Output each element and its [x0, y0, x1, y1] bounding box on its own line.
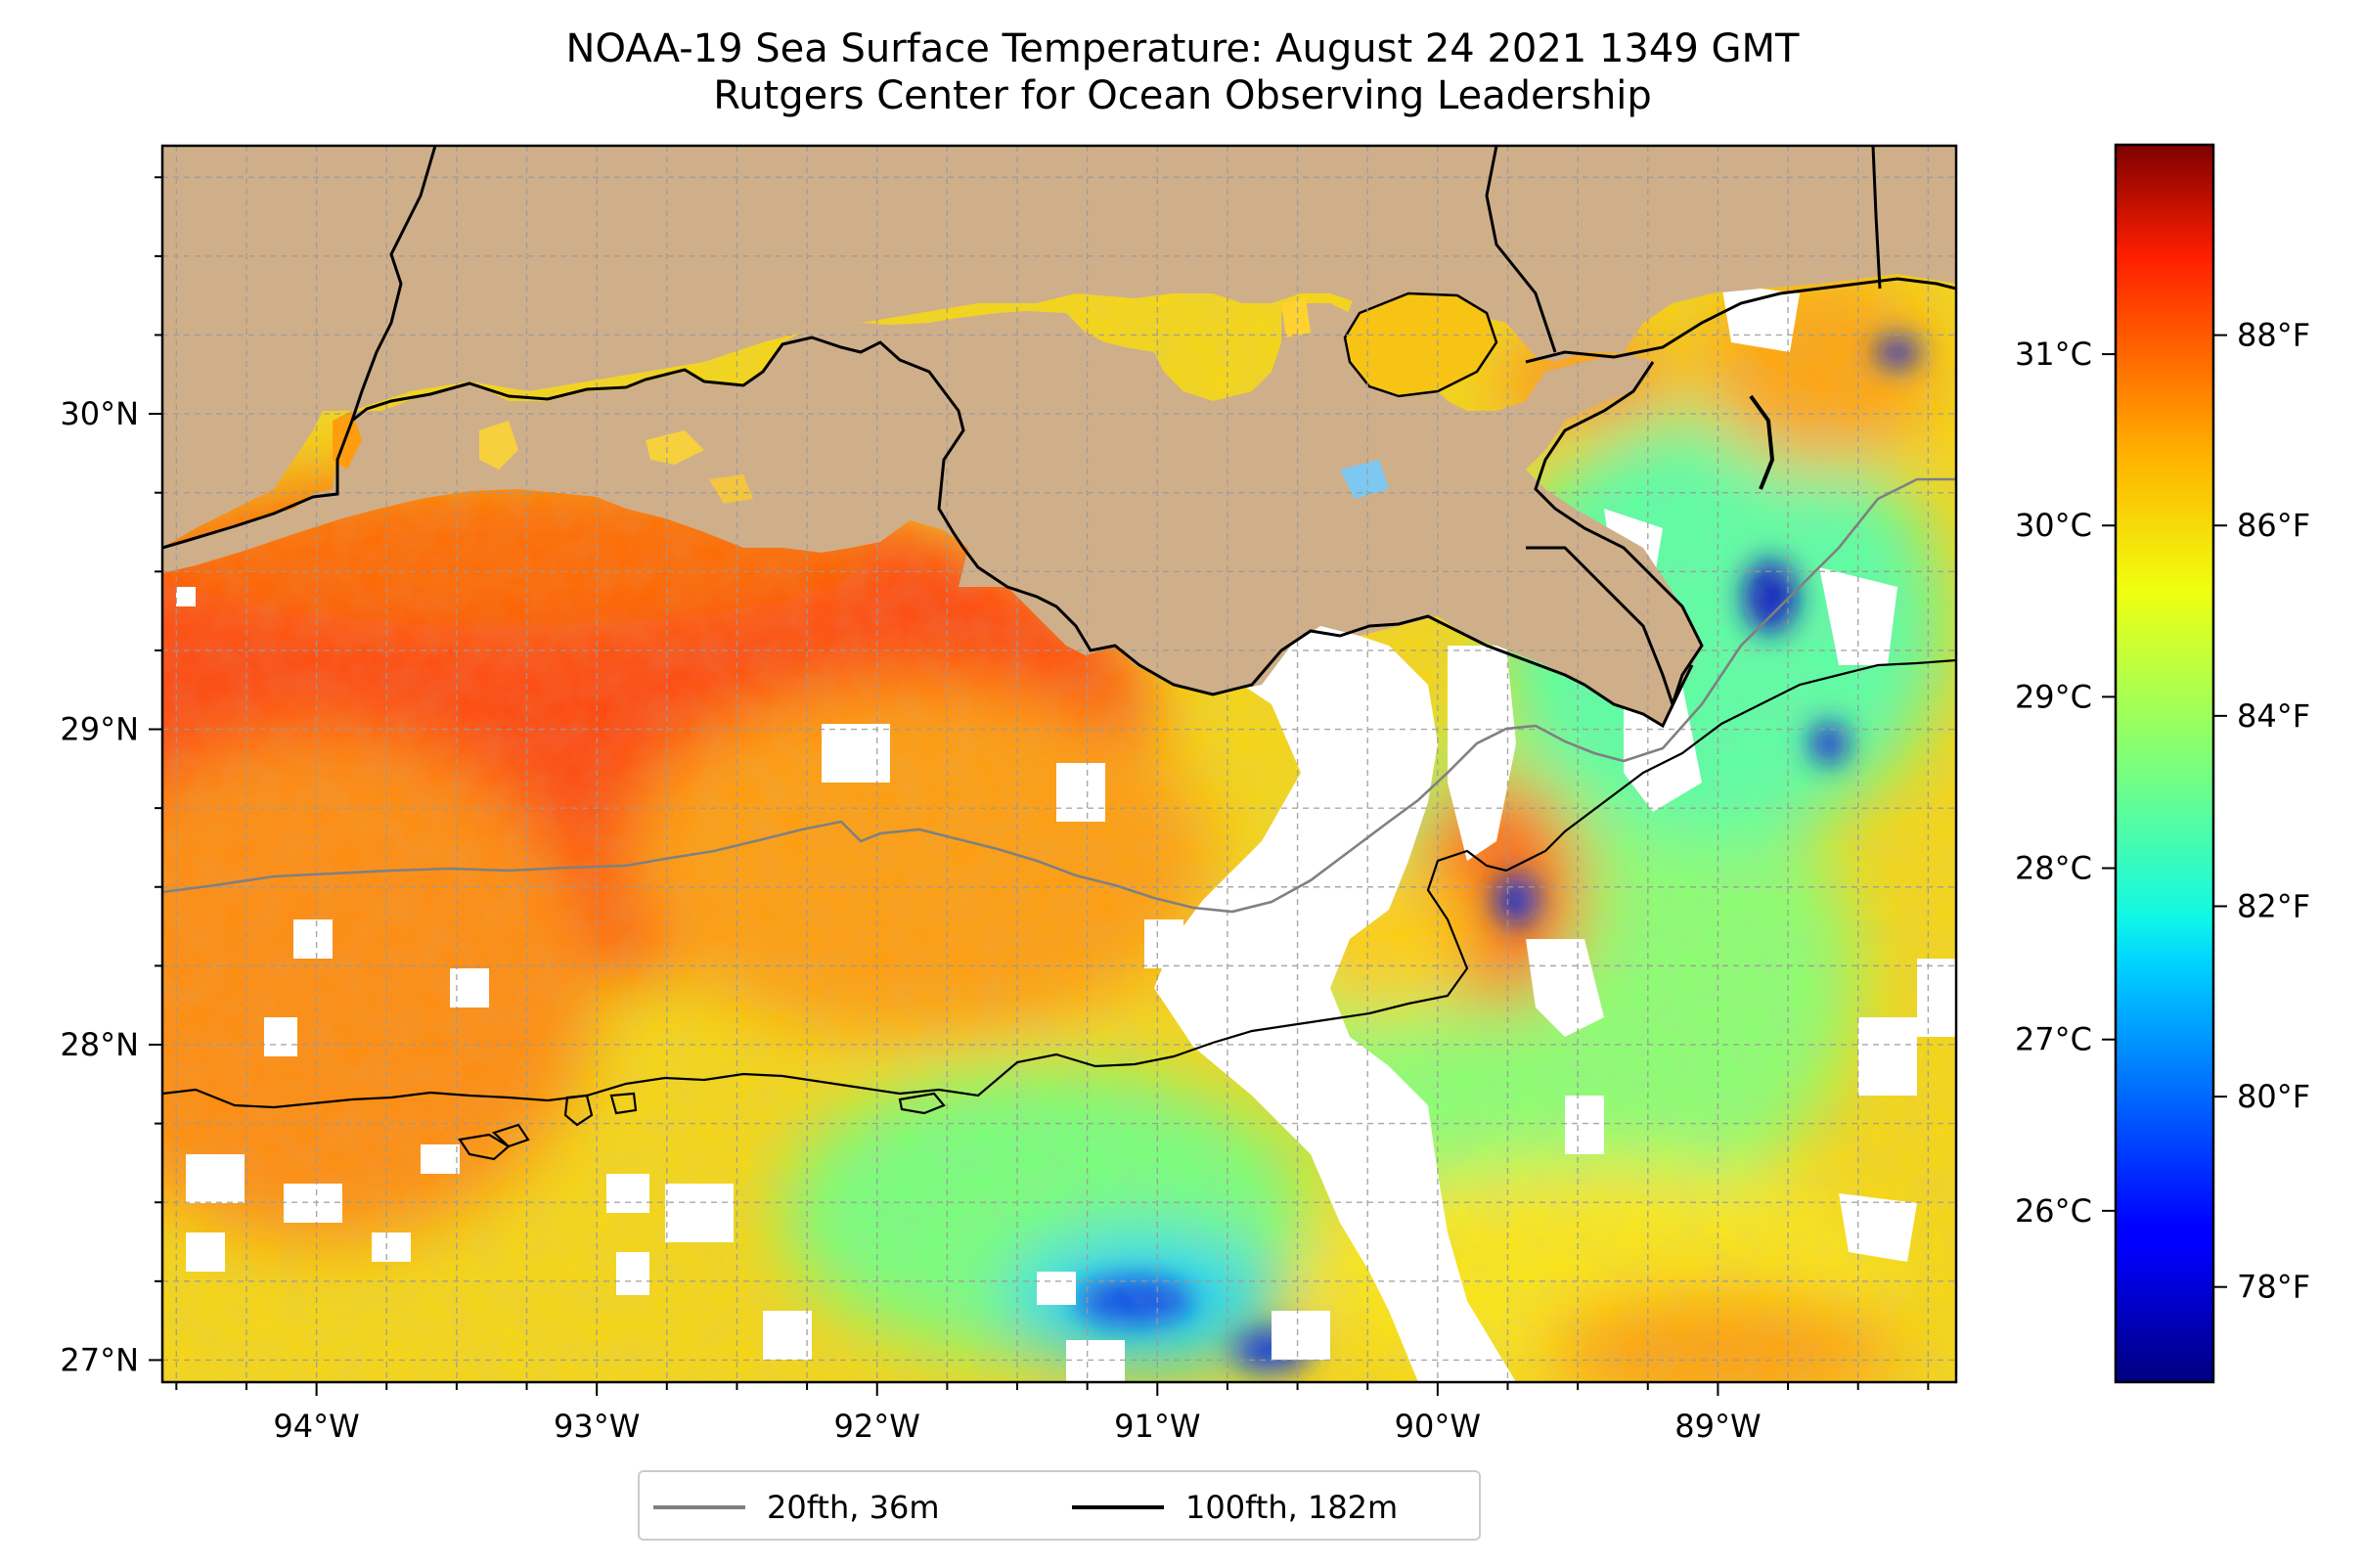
lon-tick-label: 94°W	[273, 1408, 359, 1445]
colorbar-gradient	[2114, 143, 2215, 1384]
colorbar-f-tick-label: 82°F	[2237, 887, 2310, 924]
coastal-lake	[1340, 460, 1389, 499]
river-boundary	[350, 146, 437, 422]
map-panel	[162, 146, 1956, 1382]
coastline-sound	[1525, 277, 1956, 364]
map-gridlines	[162, 146, 1956, 1382]
colorbar-c-tick-label: 28°C	[2015, 850, 2092, 887]
colorbar-ticks: 78°F 80°F 82°F 84°F 86°F 88°F 26°C 27°C 28°C 29°C…	[2015, 317, 2310, 1306]
legend-item-100fth: 100fth, 182m	[1072, 1486, 1398, 1529]
isobath-100fth	[162, 658, 1956, 1109]
colorbar-f-tick-label: 80°F	[2237, 1078, 2310, 1115]
colorbar-c-tick-label: 31°C	[2015, 336, 2092, 373]
lake-pontchartrain	[1343, 291, 1498, 398]
island-chandeleur	[1749, 394, 1775, 490]
no-data-patch	[284, 1184, 342, 1223]
legend-label-20fth: 20fth, 36m	[767, 1489, 940, 1526]
legend-swatch-100fth	[1072, 1505, 1164, 1509]
no-data-patch	[1066, 1340, 1125, 1382]
map-frame	[160, 144, 1958, 1384]
legend-item-20fth: 20fth, 36m	[653, 1486, 939, 1529]
no-data-patch	[186, 1232, 225, 1272]
isobath-legend: 20fth, 36m 100fth, 182m	[638, 1470, 1481, 1541]
colorbar-c-tick-label: 26°C	[2015, 1192, 2092, 1230]
legend-label-100fth: 100fth, 182m	[1185, 1489, 1399, 1526]
no-data-patch	[1037, 1272, 1076, 1305]
no-data-region	[1565, 1096, 1604, 1154]
no-data-patch	[606, 1174, 649, 1213]
state-boundary	[1485, 146, 1557, 353]
no-data-region	[1819, 567, 1897, 665]
no-data-patch	[1272, 1311, 1330, 1360]
no-data-region	[1448, 646, 1516, 861]
chart-title: NOAA-19 Sea Surface Temperature: August …	[0, 25, 2365, 119]
no-data-patch	[822, 724, 890, 783]
no-data-patch	[1144, 919, 1183, 968]
no-data-region	[1858, 1017, 1917, 1096]
coastal-lake	[479, 421, 518, 470]
bank-outline	[609, 1092, 638, 1115]
chart-title-line1: NOAA-19 Sea Surface Temperature: August …	[565, 26, 1800, 71]
no-data-patch	[763, 1311, 812, 1360]
bank-outline	[563, 1094, 594, 1127]
coastal-lake	[1281, 298, 1311, 337]
no-data-patch	[264, 1017, 297, 1056]
colorbar: 78°F 80°F 82°F 84°F 86°F 88°F 26°C 27°C 28°C 29°C…	[2015, 143, 2310, 1384]
state-boundary-east	[1871, 146, 1882, 290]
no-data-region	[1839, 1193, 1917, 1262]
chart-title-line2: Rutgers Center for Ocean Observing Leade…	[713, 73, 1652, 118]
lon-tick-label: 91°W	[1114, 1408, 1200, 1445]
colorbar-f-tick-label: 88°F	[2237, 317, 2310, 354]
coastline-east	[1526, 361, 1704, 709]
lat-tick-label: 28°N	[60, 1026, 139, 1063]
coastal-lake	[646, 430, 704, 465]
lake-features	[333, 291, 1498, 504]
bank-outline	[458, 1133, 511, 1161]
no-data-patch	[293, 919, 333, 959]
isobath-20fth	[162, 477, 1956, 914]
lon-tick-label: 92°W	[834, 1408, 920, 1445]
lon-tick-label: 89°W	[1674, 1408, 1761, 1445]
coastline	[162, 336, 1694, 729]
land-mainland	[162, 146, 1702, 724]
latitude-tick-labels: 30°N 29°N 28°N 27°N	[60, 395, 139, 1378]
lon-tick-label: 90°W	[1395, 1408, 1481, 1445]
bank-outlines	[458, 1092, 946, 1161]
longitude-tick-labels: 94°W 93°W 92°W 91°W 90°W 89°W	[273, 1408, 1761, 1445]
no-data-patch	[1056, 763, 1105, 822]
no-data-patch	[665, 1184, 734, 1242]
colorbar-f-tick-label: 84°F	[2237, 697, 2310, 735]
lat-tick-label: 29°N	[60, 711, 139, 748]
no-data-patch	[616, 1252, 649, 1295]
coastal-lake	[709, 474, 753, 504]
lat-tick-label: 27°N	[60, 1341, 139, 1378]
colorbar-f-tick-label: 86°F	[2237, 507, 2310, 544]
bank-outline	[491, 1123, 530, 1148]
no-data-patch	[176, 587, 196, 606]
colorbar-c-tick-label: 29°C	[2015, 678, 2092, 715]
no-data-patch	[372, 1232, 411, 1262]
colorbar-f-tick-label: 78°F	[2237, 1269, 2310, 1306]
no-data-patch	[186, 1154, 245, 1203]
legend-swatch-20fth	[653, 1505, 745, 1509]
bank-outline	[898, 1092, 946, 1115]
no-data-region	[1526, 939, 1604, 1037]
no-data-patch	[450, 968, 489, 1008]
lon-tick-label: 93°W	[554, 1408, 640, 1445]
no-data-region	[1917, 959, 1956, 1037]
colorbar-c-tick-label: 30°C	[2015, 507, 2092, 544]
no-data-patch	[421, 1144, 460, 1174]
colorbar-c-tick-label: 27°C	[2015, 1021, 2092, 1058]
map-axis-ticks	[149, 176, 1930, 1396]
lat-tick-label: 30°N	[60, 395, 139, 432]
